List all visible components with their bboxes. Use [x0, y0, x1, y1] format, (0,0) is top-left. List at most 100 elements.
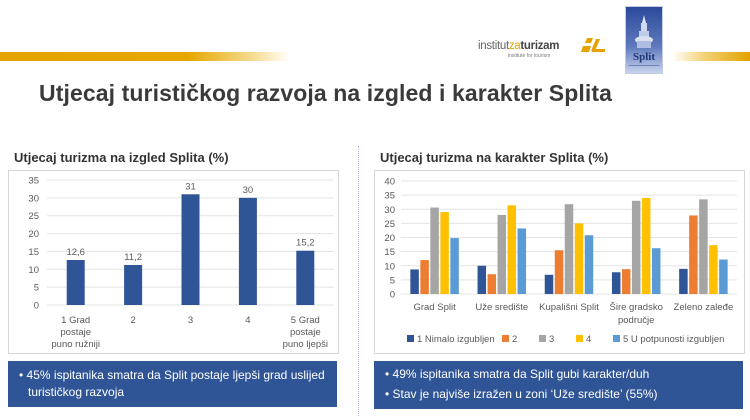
column-divider	[358, 146, 359, 416]
header-accent-band-left	[0, 52, 290, 61]
x-category-label: Grad Split	[413, 302, 456, 313]
institute-logo-subtext: institute for tourism	[508, 53, 551, 59]
x-category-label: puno ljepši	[283, 339, 328, 350]
x-category-label: postaje	[290, 327, 321, 338]
legend-label: 4	[586, 334, 591, 345]
bar	[611, 272, 621, 294]
bar	[699, 199, 708, 294]
bar	[621, 269, 631, 294]
x-category-label: 4	[245, 315, 250, 326]
y-tick-label: 0	[390, 290, 395, 301]
y-tick-label: 5	[34, 283, 39, 294]
y-tick-label: 10	[28, 265, 39, 276]
x-category-label: puno ružniji	[51, 339, 100, 350]
bar	[430, 207, 439, 294]
legend-label: 3	[549, 334, 554, 345]
data-label: 12,6	[66, 247, 85, 258]
legend-swatch	[407, 335, 414, 342]
left-chart-container: 0 5 10 15 20 25 30 35 12,6 1 Grad postaje puno ružn…	[8, 170, 339, 354]
y-tick-label: 40	[384, 177, 395, 188]
bar	[487, 274, 497, 294]
bar	[477, 265, 487, 294]
bell-tower-icon	[635, 15, 653, 48]
institute-logo-text: institutzaturizam	[478, 40, 560, 52]
x-category-label: Kupališni Split	[539, 302, 599, 313]
bar	[651, 248, 661, 294]
x-category-label: 2	[130, 315, 135, 326]
bar	[497, 214, 507, 294]
header-accent-band-right	[672, 52, 750, 61]
bar	[296, 250, 315, 305]
institute-logo-mark-icon	[581, 38, 605, 52]
bar	[544, 274, 554, 294]
bar	[124, 265, 143, 305]
right-chart-container: 0 5 10 15 20 25 30 35 40 Grad Split Uže središte Ku…	[374, 170, 745, 354]
x-category-label: Zeleno zaleđe	[674, 302, 734, 313]
y-tick-label: 20	[384, 233, 395, 244]
y-tick-label: 5	[390, 275, 395, 286]
bar	[517, 228, 527, 294]
data-label: 11,2	[124, 252, 142, 263]
x-category-label: 1 Grad	[61, 315, 90, 326]
split-logo-rule	[629, 65, 659, 66]
x-category-label: 3	[188, 315, 193, 326]
bar	[507, 205, 517, 294]
data-label: 15,2	[296, 238, 315, 249]
data-label: 31	[185, 181, 196, 192]
y-tick-label: 20	[28, 229, 39, 240]
bar	[641, 197, 651, 294]
x-category-label: postaje	[60, 327, 91, 338]
bar	[554, 250, 564, 294]
legend-label: 2	[512, 334, 517, 345]
bar	[420, 260, 429, 294]
right-summary-bullet-1: 49% ispitanika smatra da Split gubi kara…	[384, 366, 733, 383]
legend-swatch	[576, 335, 583, 342]
y-tick-label: 30	[384, 205, 395, 216]
split-city-logo: Split	[625, 6, 663, 74]
y-tick-label: 15	[28, 247, 39, 258]
bar	[689, 215, 698, 294]
bar	[574, 223, 584, 294]
y-tick-label: 35	[384, 191, 395, 202]
bar	[631, 200, 641, 294]
bar	[584, 235, 594, 294]
y-tick-label: 35	[28, 176, 39, 187]
legend-swatch	[502, 335, 509, 342]
x-category-label: područje	[618, 315, 654, 326]
y-tick-label: 30	[28, 193, 39, 204]
bar	[410, 269, 419, 294]
x-category-label: Šire gradsko	[610, 302, 663, 313]
bar	[66, 260, 85, 305]
page-title: Utjecaj turističkog razvoja na izgled i …	[39, 80, 613, 106]
right-chart-title: Utjecaj turizma na karakter Splita (%)	[380, 150, 609, 165]
x-category-label: 5 Grad	[291, 315, 320, 326]
legend-swatch	[539, 335, 546, 342]
right-summary-box: 49% ispitanika smatra da Split gubi kara…	[374, 361, 743, 409]
institute-for-tourism-logo: institutzaturizam institute for tourism	[478, 38, 608, 60]
legend-label: 1 Nimalo izgubljen	[417, 334, 495, 345]
split-logo-word: Split	[632, 51, 655, 63]
y-tick-label: 25	[28, 211, 39, 222]
left-chart-title: Utjecaj turizma na izgled Splita (%)	[14, 150, 229, 165]
left-summary-box: 45% ispitanika smatra da Split postaje l…	[8, 361, 337, 407]
bar	[719, 259, 728, 294]
y-tick-label: 10	[384, 261, 395, 272]
y-tick-label: 25	[384, 219, 395, 230]
character-grouped-bar-chart: 0 5 10 15 20 25 30 35 40 Grad Split Uže središte Ku…	[384, 177, 737, 345]
data-label: 30	[243, 185, 254, 196]
bar	[238, 197, 257, 305]
y-tick-label: 0	[34, 301, 39, 312]
chart-legend: 1 Nimalo izgubljen 2 3 4 5 U potpunosti izgu…	[407, 334, 724, 345]
bar	[679, 268, 688, 294]
right-summary-bullet-2: Stav je najviše izražen u zoni ‘Uže sred…	[384, 386, 733, 403]
bar	[440, 212, 449, 294]
bar	[450, 238, 459, 294]
bar	[709, 245, 718, 294]
bar	[564, 204, 574, 294]
y-tick-label: 15	[384, 247, 395, 258]
bar	[181, 194, 200, 305]
left-summary-bullet: 45% ispitanika smatra da Split postaje l…	[18, 367, 327, 401]
legend-swatch	[613, 335, 620, 342]
x-category-label: Uže središte	[475, 302, 528, 313]
